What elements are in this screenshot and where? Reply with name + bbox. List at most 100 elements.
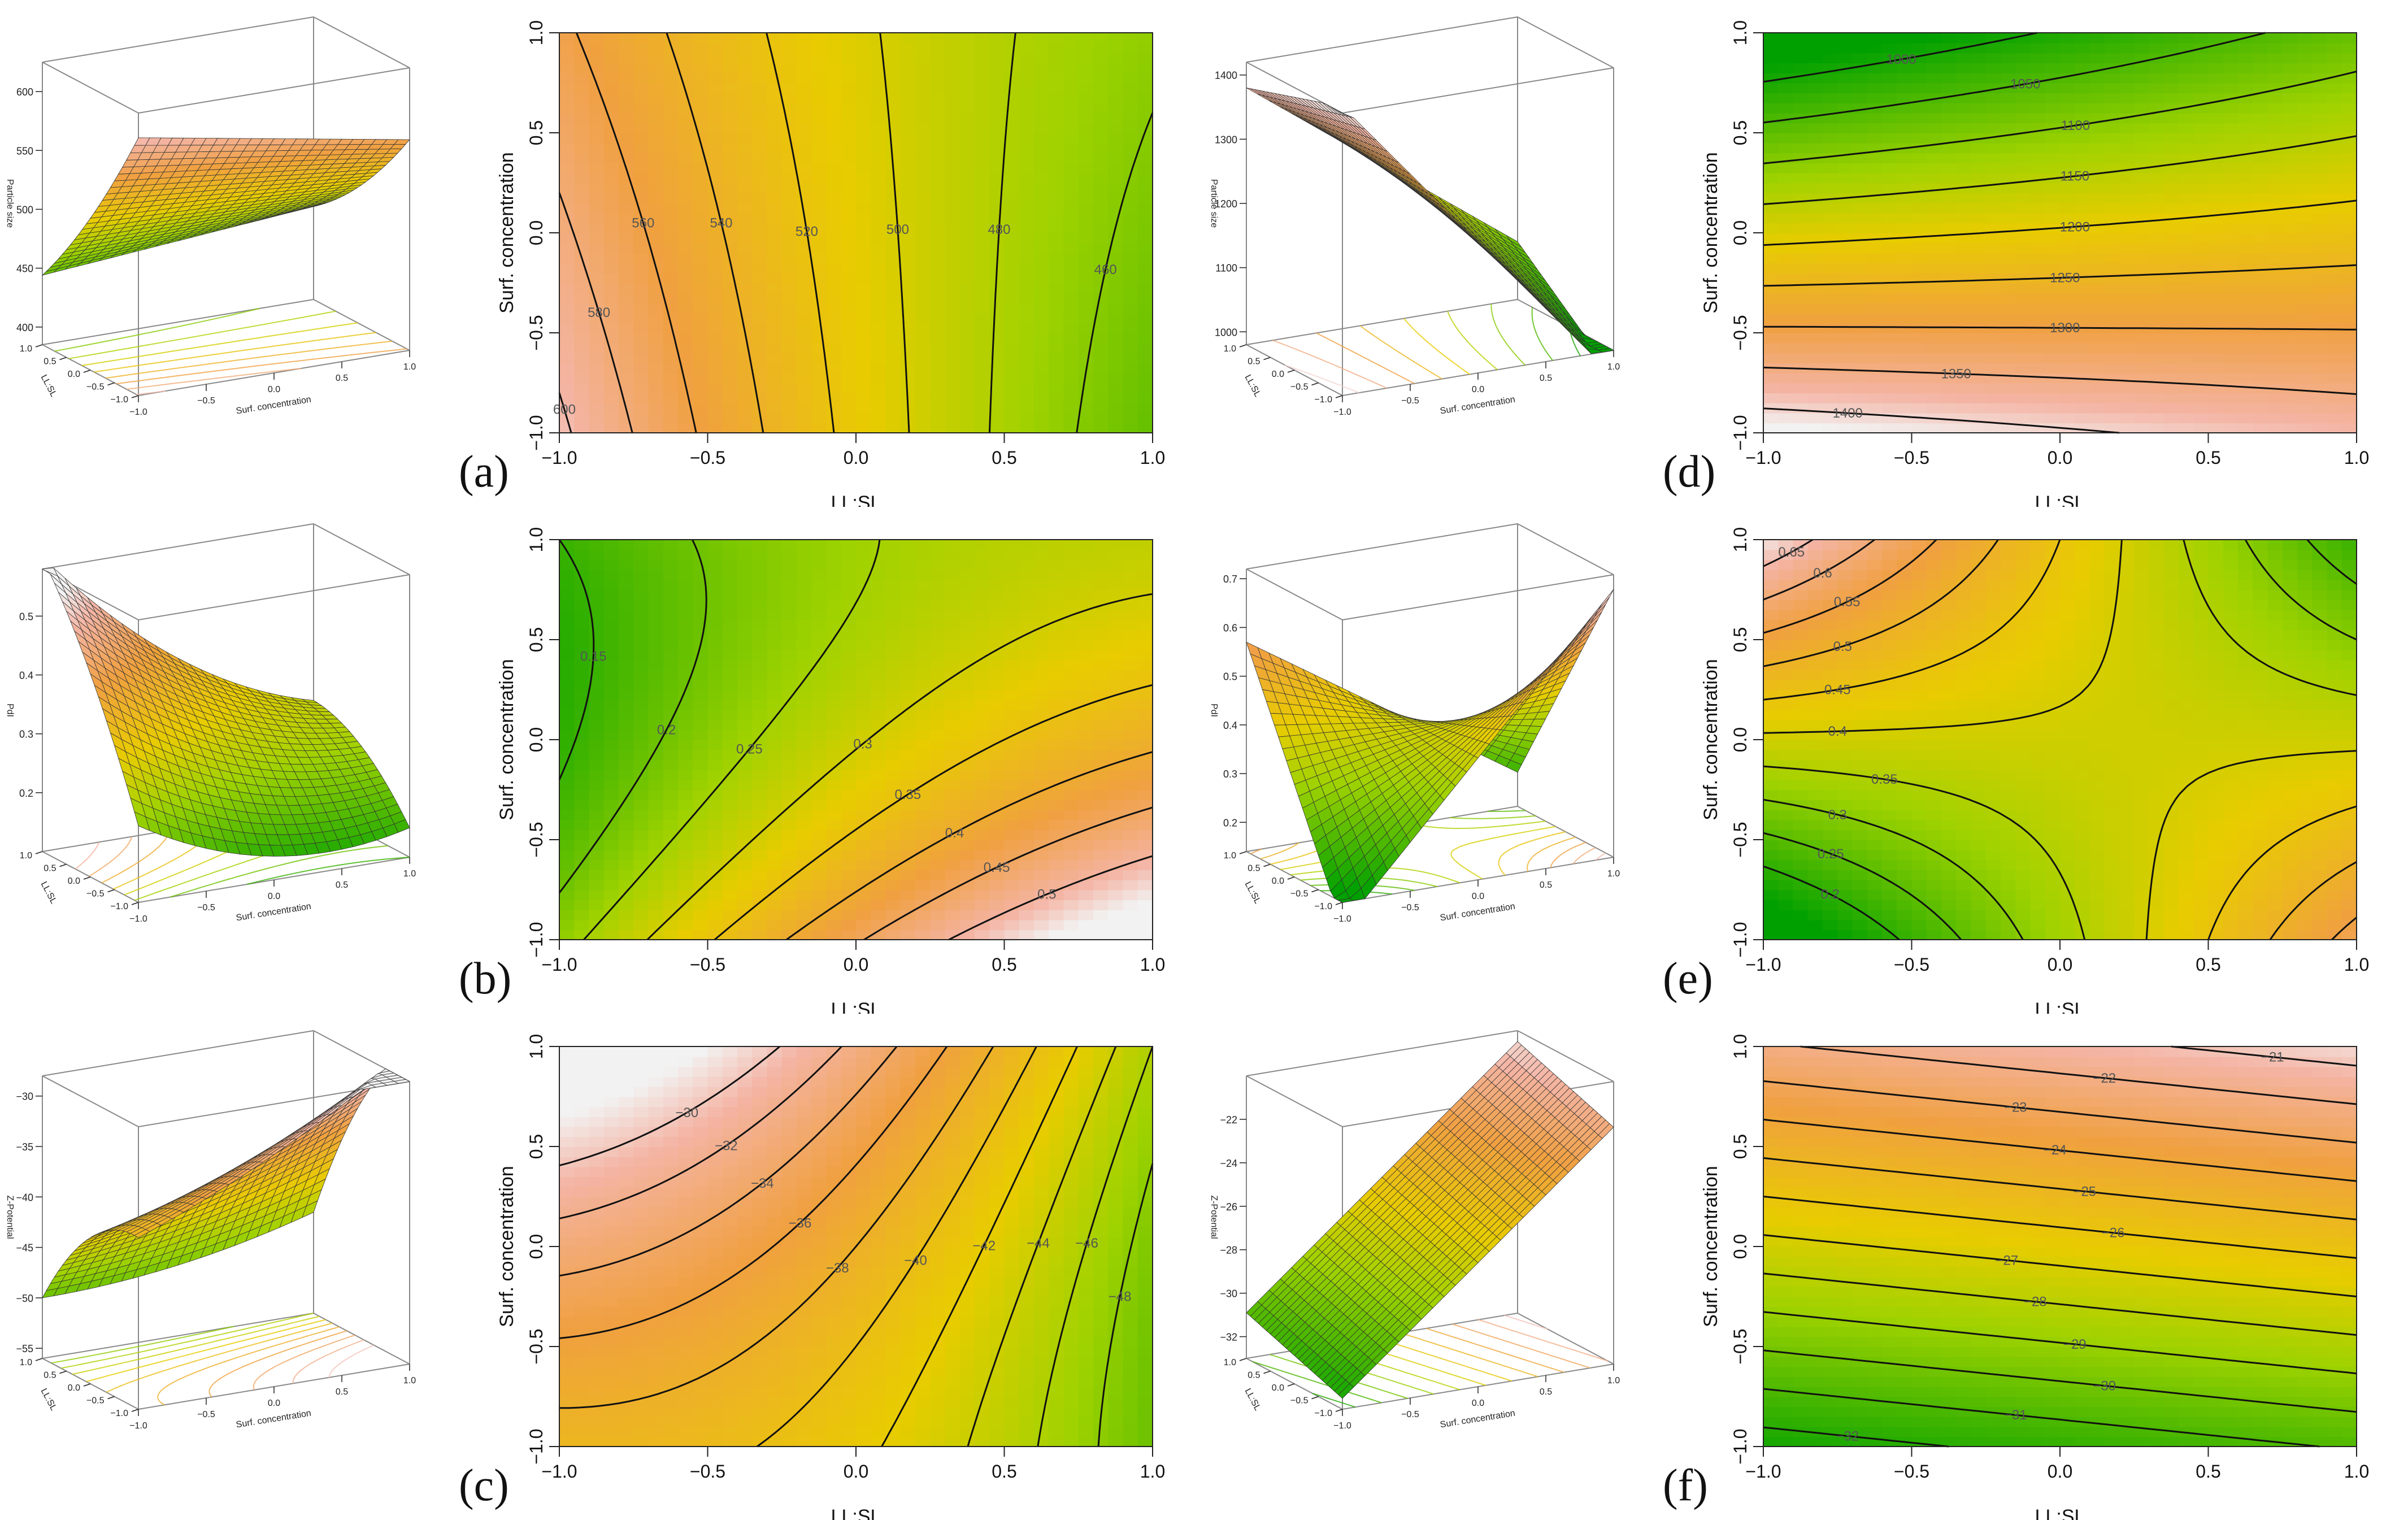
heatmap-cell: [826, 42, 842, 54]
heatmap-cell: [915, 700, 931, 710]
heatmap-cell: [930, 72, 946, 84]
heatmap-cell: [752, 589, 768, 601]
heatmap-cell: [1004, 363, 1020, 374]
heatmap-cell: [589, 709, 605, 720]
heatmap-cell: [678, 629, 694, 640]
heatmap-cell: [930, 53, 946, 63]
heatmap-cell: [811, 749, 827, 761]
heatmap-cell: [1108, 849, 1124, 861]
heatmap-cell: [1019, 689, 1035, 701]
heatmap-cell: [1019, 909, 1035, 920]
heatmap-cell: [1137, 333, 1153, 344]
heatmap-cell: [1108, 609, 1124, 620]
floor-contour: [68, 310, 336, 359]
heatmap-cells: [559, 33, 1153, 433]
heatmap-cell: [930, 82, 946, 94]
heatmap-cell: [915, 183, 931, 194]
heatmap-cell: [603, 600, 619, 610]
heatmap-cell: [797, 42, 812, 54]
heatmap-cell: [737, 570, 753, 580]
heatmap-cell: [559, 233, 575, 244]
heatmap-cell: [1034, 393, 1050, 403]
heatmap-cell: [826, 789, 842, 801]
heatmap-cell: [767, 242, 783, 254]
heatmap-cell: [826, 212, 842, 224]
heatmap-cell: [930, 253, 946, 263]
heatmap-cell: [663, 819, 679, 831]
heatmap-cell: [619, 649, 634, 661]
heatmap-cell: [930, 649, 946, 661]
heatmap-cell: [900, 729, 916, 740]
heatmap-cell: [633, 619, 649, 631]
heatmap-cell: [989, 33, 1005, 44]
heatmap-cell: [767, 283, 783, 294]
heatmap-cell: [678, 263, 694, 273]
heatmap-cell: [633, 72, 649, 84]
heatmap-cell: [1123, 849, 1138, 861]
heatmap-cell: [989, 142, 1005, 154]
heatmap-cell: [707, 719, 723, 731]
heatmap-cell: [975, 849, 990, 861]
heatmap-cell: [559, 123, 575, 133]
heatmap-cell: [826, 153, 842, 163]
heatmap-cell: [589, 142, 605, 154]
y-tick-label: 0.5: [526, 627, 546, 652]
heatmap-cell: [930, 293, 946, 303]
heatmap-cell: [589, 253, 605, 263]
heatmap-cell: [1049, 819, 1064, 831]
heatmap-cell: [945, 283, 960, 294]
heatmap-cell: [752, 729, 768, 740]
heatmap-cell: [975, 709, 990, 720]
heatmap-cell: [559, 579, 575, 590]
heatmap-cell: [722, 659, 738, 670]
heatmap-cell: [663, 589, 679, 601]
heatmap-cell: [841, 63, 857, 73]
heatmap-cell: [856, 600, 872, 610]
heatmap-cell: [781, 689, 797, 701]
heatmap-cell: [722, 679, 738, 690]
heatmap-cell: [1019, 670, 1035, 680]
heatmap-cell: [1137, 93, 1153, 103]
heatmap-cell: [1093, 689, 1109, 701]
heatmap-cell: [1049, 640, 1064, 650]
heatmap-cell: [856, 193, 872, 203]
heatmap-cell: [678, 372, 694, 384]
heatmap-cell: [841, 689, 857, 701]
heatmap-cell: [752, 709, 768, 720]
heatmap-cell: [856, 302, 872, 314]
heatmap-cell: [603, 759, 619, 770]
heatmap-cell: [826, 540, 842, 550]
heatmap-cell: [900, 93, 916, 103]
heatmap-cell: [737, 719, 753, 731]
heatmap-cell: [1078, 253, 1094, 263]
heatmap-cell: [826, 272, 842, 284]
heatmap-cell: [915, 212, 931, 224]
heatmap-cell: [915, 809, 931, 820]
heatmap-cell: [707, 153, 723, 163]
heatmap-cell: [1078, 423, 1094, 433]
heatmap-cell: [871, 919, 886, 931]
heatmap-cell: [1108, 263, 1124, 273]
heatmap-cell: [559, 700, 575, 710]
heatmap-cell: [959, 570, 975, 580]
heatmap-cell: [841, 353, 857, 363]
heatmap-cell: [1034, 679, 1050, 690]
heatmap-cell: [559, 202, 575, 214]
heatmap-cell: [707, 342, 723, 354]
heatmap-cell: [663, 402, 679, 414]
heatmap-cell: [722, 363, 738, 374]
heatmap-cell: [959, 323, 975, 333]
heatmap-cell: [975, 383, 990, 394]
heatmap-cell: [574, 540, 590, 550]
heatmap-cell: [915, 82, 931, 94]
heatmap-cell: [989, 849, 1005, 861]
heatmap-cell: [959, 272, 975, 284]
heatmap-cell: [856, 629, 872, 640]
heatmap-cell: [885, 889, 901, 901]
heatmap-cell: [648, 153, 664, 163]
heatmap-cell: [1004, 640, 1020, 650]
heatmap-cell: [752, 800, 768, 810]
heatmap-cell: [856, 789, 872, 801]
heatmap-cell: [797, 142, 812, 154]
heatmap-cell: [678, 770, 694, 780]
